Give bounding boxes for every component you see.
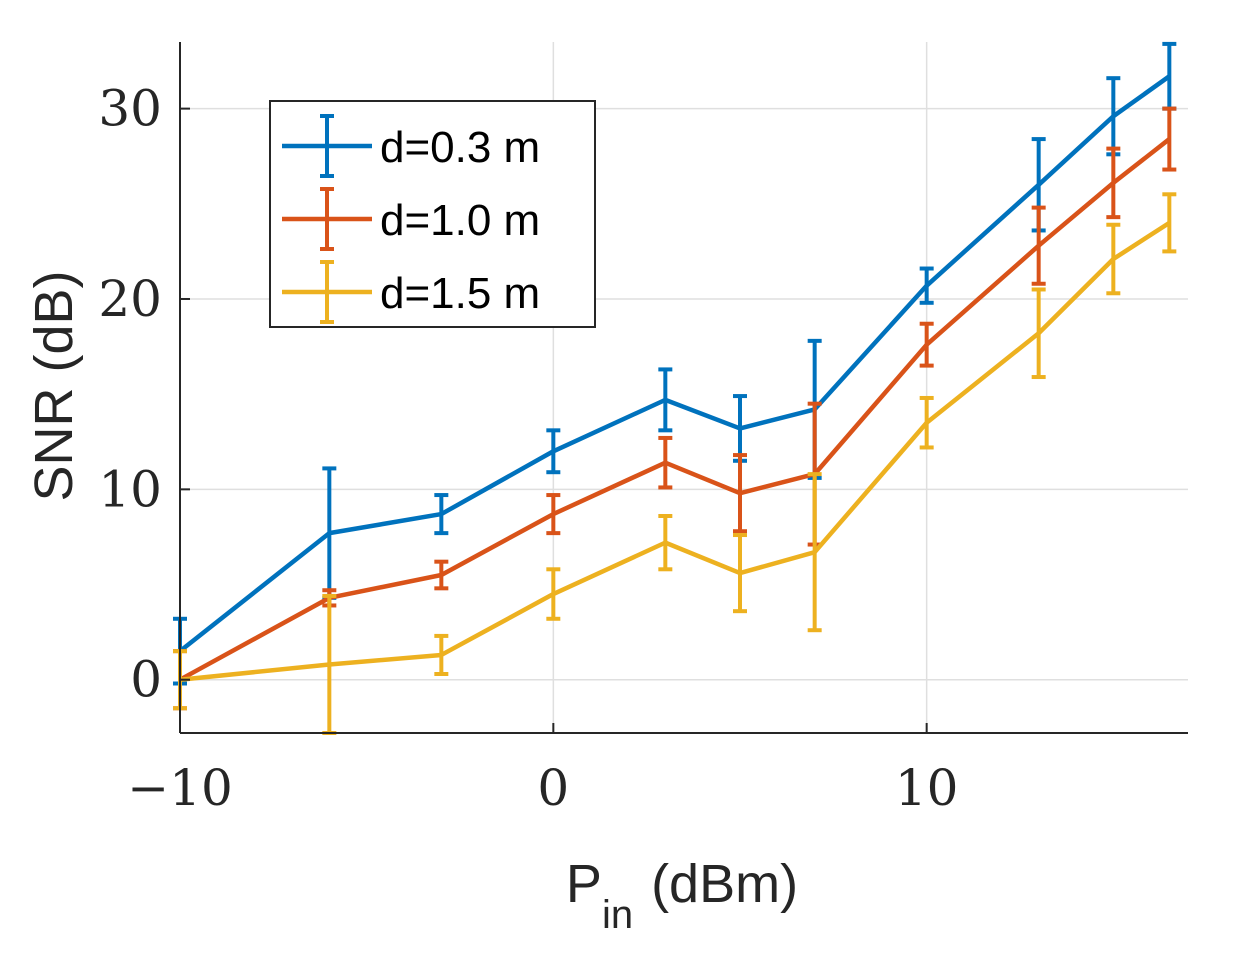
legend-label-0: d=0.3 m <box>380 123 540 172</box>
axes <box>179 42 1188 734</box>
tick-labels: −10 0 10 0 10 20 30 <box>98 80 958 817</box>
error-bar-s2-10 <box>1162 192 1177 254</box>
y-tick-label-3: 30 <box>98 80 162 138</box>
series-1 <box>173 106 1177 711</box>
legend-swatch-1 <box>282 187 372 251</box>
legend-swatch-0 <box>282 114 372 178</box>
y-axis-label: SNR (dB) <box>24 270 84 501</box>
legend: d=0.3 m d=1.0 m d=1.5 m <box>269 100 596 328</box>
series-line-0 <box>178 74 1171 653</box>
x-tick-label-1: 0 <box>537 759 569 817</box>
series-line-2 <box>179 220 1171 682</box>
legend-swatch-2 <box>282 260 372 324</box>
legend-box <box>269 100 596 328</box>
y-tick-label-1: 10 <box>98 460 162 518</box>
legend-label-1: d=1.0 m <box>380 196 540 245</box>
y-tick-label-2: 20 <box>98 270 162 328</box>
legend-item-2: d=1.5 m <box>282 260 540 324</box>
series-2 <box>173 192 1177 735</box>
series-group <box>173 41 1177 735</box>
x-tick-label-2: 10 <box>895 759 959 817</box>
series-line-1 <box>178 137 1171 682</box>
legend-label-2: d=1.5 m <box>380 269 540 318</box>
x-axis-label-unit: (dBm) <box>651 854 798 914</box>
x-axis-label-main: P <box>566 854 602 914</box>
legend-item-1: d=1.0 m <box>282 187 540 251</box>
y-tick-label-0: 0 <box>130 651 162 709</box>
x-tick-label-0: −10 <box>127 759 233 817</box>
x-axis-label: Pin (dBm) <box>566 854 798 937</box>
x-axis-label-subscript: in <box>602 893 633 937</box>
legend-item-0: d=0.3 m <box>282 114 540 178</box>
